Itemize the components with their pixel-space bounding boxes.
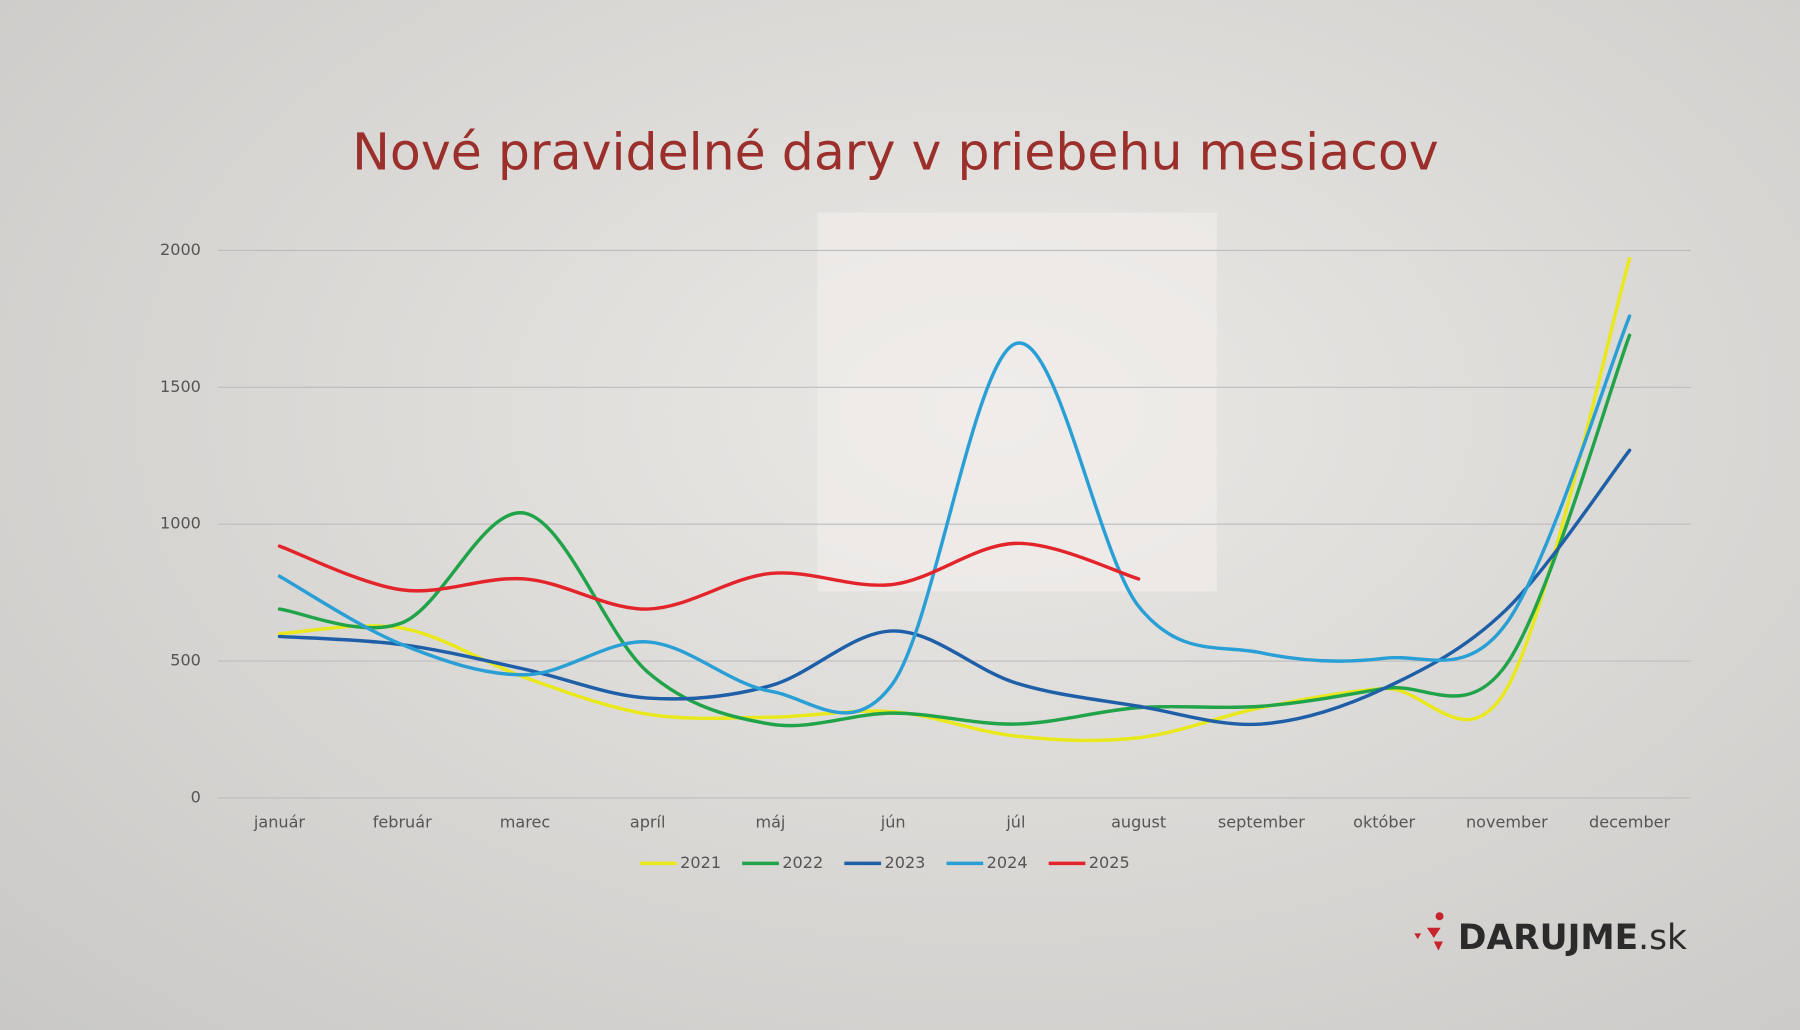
logo-icon (1414, 927, 1443, 951)
x-tick-label: august (1111, 813, 1166, 832)
series-line (277, 256, 1632, 743)
x-tick-label: november (1466, 813, 1548, 832)
y-tick-label: 1500 (160, 377, 201, 396)
x-tick-label: február (373, 813, 432, 832)
legend-label: 2021 (680, 853, 721, 872)
y-tick-label: 1000 (160, 514, 201, 533)
x-tick-label: máj (755, 813, 785, 832)
x-tick-label: júl (1005, 813, 1025, 832)
series-line (277, 541, 1141, 611)
legend-label: 2022 (782, 853, 823, 872)
logo-suffix: .sk (1638, 918, 1687, 958)
logo: DARUJME.sk (1414, 912, 1687, 958)
chart-title: Nové pravidelné dary v priebehu mesiacov (352, 123, 1439, 182)
logo-text: DARUJME.sk (1458, 918, 1687, 958)
legend-label: 2025 (1089, 853, 1130, 872)
y-tick-label: 2000 (160, 240, 201, 259)
series-line (277, 448, 1632, 727)
logo-icon (1435, 912, 1444, 921)
x-tick-label: január (253, 813, 306, 832)
x-tick-label: apríl (630, 813, 666, 832)
x-tick-label: marec (500, 813, 550, 832)
series-line (277, 333, 1632, 728)
x-tick-label: jún (880, 813, 906, 832)
legend-label: 2024 (987, 853, 1028, 872)
background-box (817, 212, 1217, 592)
y-tick-label: 500 (170, 651, 201, 670)
series-line (277, 314, 1632, 715)
x-tick-label: september (1218, 813, 1305, 832)
x-tick-label: december (1589, 813, 1671, 832)
legend-label: 2023 (885, 853, 926, 872)
logo-main: DARUJME (1458, 918, 1638, 958)
x-tick-label: október (1353, 813, 1415, 832)
y-tick-label: 0 (191, 787, 201, 806)
